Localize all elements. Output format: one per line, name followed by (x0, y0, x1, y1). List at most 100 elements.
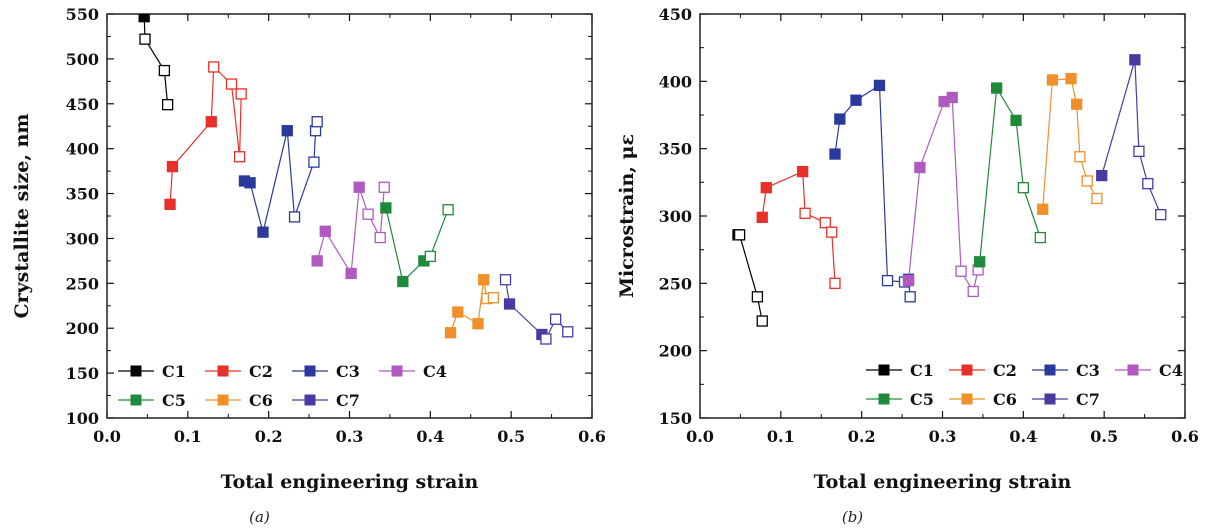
legend-label: C6 (993, 390, 1017, 409)
data-point-c2 (799, 207, 811, 219)
data-point-c7 (1129, 54, 1141, 66)
data-point-c7 (1155, 209, 1167, 221)
series-c3 (238, 116, 323, 238)
data-point-c1 (733, 229, 746, 241)
legend-marker (130, 365, 142, 377)
legend-marker (1127, 364, 1139, 376)
y-tick-label: 250 (659, 274, 692, 293)
legend-marker (878, 364, 890, 376)
legend-label: C7 (1076, 390, 1100, 409)
series-c4 (902, 91, 984, 298)
series-c5 (380, 202, 454, 288)
data-point-c4 (311, 255, 323, 267)
legend-marker (961, 393, 973, 405)
y-tick-label: 150 (659, 409, 692, 428)
legend-marker (878, 393, 890, 405)
figure-caption: (a) (249, 508, 270, 526)
legend-marker (304, 365, 316, 377)
data-point-c3 (281, 125, 293, 137)
data-point-c2 (826, 226, 838, 238)
data-point-c6 (1081, 175, 1093, 187)
series-c1 (732, 229, 768, 327)
data-point-c1 (161, 99, 174, 111)
data-point-c4 (319, 225, 331, 237)
x-tick-label: 0.1 (174, 427, 202, 446)
y-tick-label: 350 (66, 185, 99, 204)
data-point-c3 (244, 177, 256, 189)
y-axis-title: Crystallite size, nm (11, 113, 33, 318)
data-point-c2 (205, 116, 217, 128)
data-point-c3 (257, 226, 269, 238)
series-line-c4 (907, 96, 979, 293)
series-c2 (756, 165, 841, 289)
y-tick-label: 550 (66, 5, 99, 24)
data-point-c6 (444, 327, 457, 339)
x-tick-label: 0.3 (929, 427, 957, 446)
y-tick-label: 250 (66, 274, 99, 293)
legend-label: C5 (162, 391, 186, 410)
x-tick-label: 0.5 (1090, 427, 1118, 446)
data-point-c1 (756, 315, 768, 327)
data-point-c4 (902, 274, 915, 287)
data-point-c5 (1010, 114, 1022, 127)
series-c7 (499, 274, 574, 345)
data-point-c6 (1091, 192, 1103, 205)
y-tick-label: 200 (659, 342, 692, 361)
data-point-c3 (881, 274, 894, 287)
legend-marker (217, 365, 229, 377)
data-point-c7 (562, 326, 574, 338)
legend-label: C2 (993, 361, 1017, 380)
data-point-c2 (235, 88, 247, 100)
series-c2 (164, 61, 247, 210)
data-point-c6 (1065, 72, 1077, 85)
y-tick-label: 400 (659, 72, 692, 91)
series-line-c5 (979, 86, 1041, 262)
x-tick-label: 0.2 (255, 427, 283, 446)
y-tick-label: 300 (659, 207, 692, 226)
data-point-c4 (378, 181, 390, 193)
legend-label: C6 (249, 391, 273, 410)
data-point-c1 (751, 291, 764, 303)
legend-marker (304, 394, 316, 406)
series-line-c3 (244, 121, 318, 233)
data-point-c1 (139, 33, 151, 45)
legend-label: C3 (336, 362, 360, 381)
data-point-c5 (424, 250, 436, 263)
series-line-c6 (449, 279, 494, 333)
data-point-c3 (834, 113, 846, 125)
data-point-c6 (472, 318, 484, 330)
data-point-c3 (829, 148, 841, 160)
legend-label: C5 (910, 390, 934, 409)
data-point-c5 (1034, 231, 1046, 244)
series-line-c6 (1042, 77, 1098, 210)
series-line-c1 (738, 234, 763, 322)
data-point-c7 (503, 298, 516, 310)
x-axis-title: Total engineering strain (221, 471, 479, 493)
data-point-c6 (478, 274, 490, 286)
legend-label: C1 (162, 362, 186, 381)
data-point-c2 (166, 160, 179, 173)
legend-label: C7 (336, 391, 360, 410)
data-point-c2 (756, 211, 768, 223)
legend-label: C3 (1076, 361, 1100, 380)
x-tick-label: 0.6 (578, 427, 606, 446)
data-point-c3 (850, 94, 862, 106)
y-tick-label: 450 (66, 95, 99, 114)
x-tick-label: 0.4 (1009, 427, 1037, 446)
figure-caption: (b) (842, 508, 863, 526)
data-point-c3 (311, 116, 323, 128)
legend-marker (391, 365, 403, 377)
data-point-c7 (1096, 169, 1108, 182)
data-point-c4 (362, 208, 374, 220)
data-point-c5 (974, 256, 986, 268)
data-point-c4 (353, 181, 365, 193)
data-point-c3 (308, 156, 320, 168)
data-point-c1 (138, 14, 150, 23)
y-tick-label: 400 (66, 140, 99, 159)
data-point-c5 (442, 204, 454, 216)
series-c1 (138, 14, 174, 111)
x-tick-label: 0.3 (336, 427, 364, 446)
series-c3 (829, 79, 916, 303)
data-point-c6 (1037, 203, 1049, 215)
